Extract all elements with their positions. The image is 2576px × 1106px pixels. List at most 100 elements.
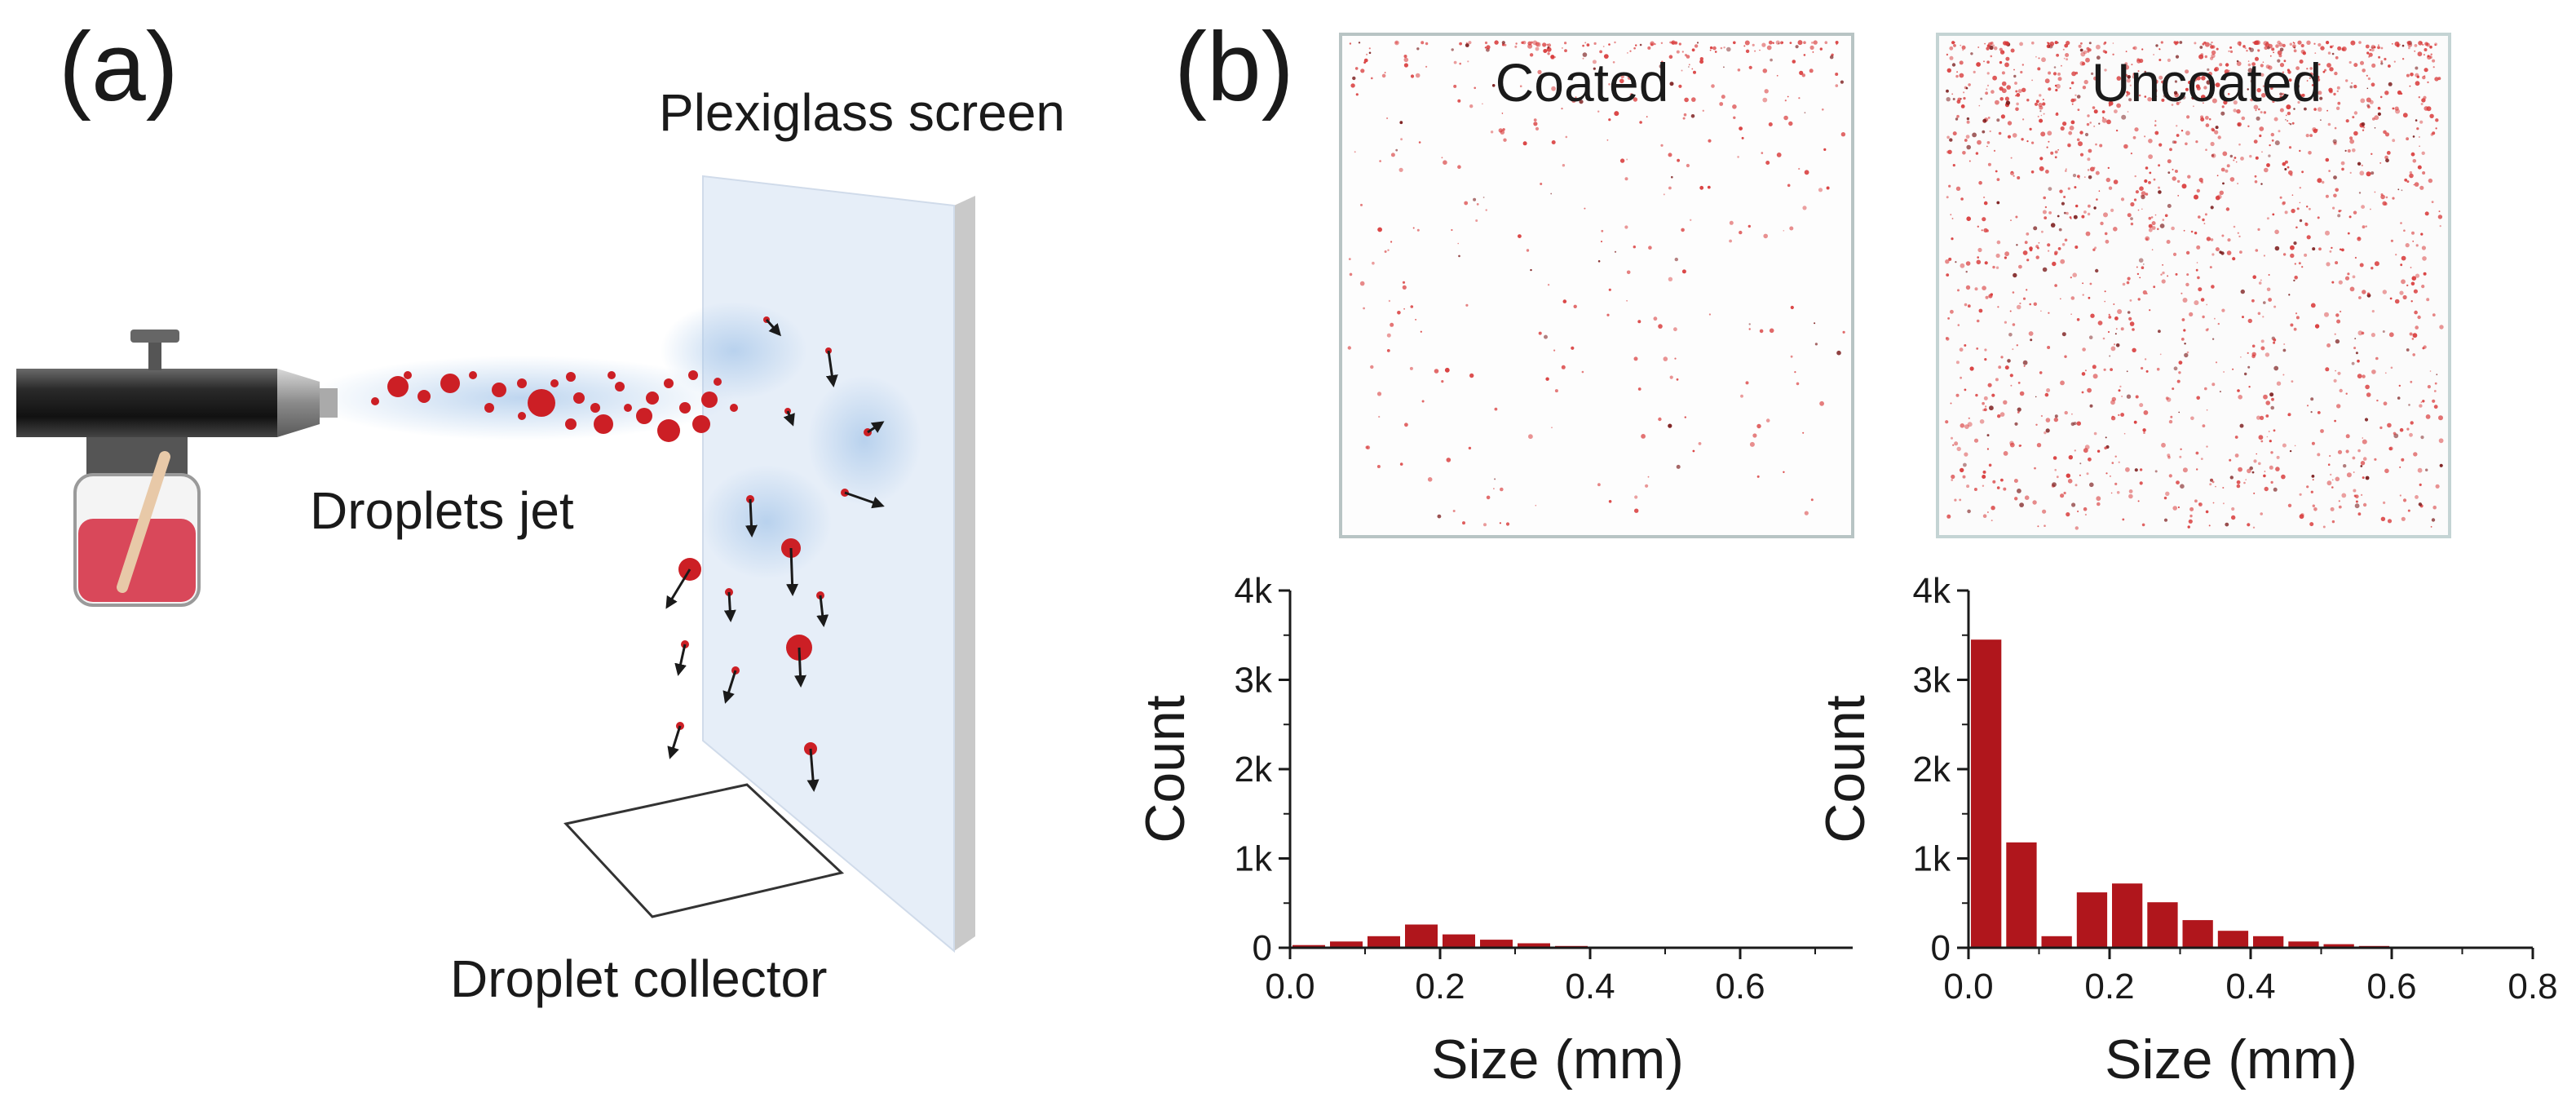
- speckle: [2176, 179, 2181, 184]
- speckle: [2110, 416, 2116, 421]
- speckle: [2211, 50, 2216, 55]
- speckle: [1951, 474, 1955, 480]
- speckle: [1945, 259, 1950, 264]
- speckle: [2260, 440, 2264, 443]
- speckle: [2145, 236, 2150, 241]
- schematic-illustration: [16, 175, 975, 953]
- speckle: [2413, 184, 2415, 186]
- speckle: [1956, 446, 1961, 452]
- speckle: [2015, 215, 2018, 219]
- speckle: [2052, 261, 2057, 267]
- speckle: [1690, 219, 1692, 221]
- speckle: [1999, 97, 2004, 101]
- speckle: [2193, 105, 2194, 108]
- histogram-bar: [2147, 902, 2178, 948]
- speckle: [1694, 44, 1699, 48]
- speckle: [2070, 120, 2075, 125]
- speckle: [2194, 499, 2198, 503]
- jet-droplet: [418, 390, 431, 403]
- speckle: [2326, 63, 2331, 68]
- speckle: [2132, 74, 2136, 79]
- speckle: [2022, 360, 2028, 365]
- y-tick-label: 0: [1931, 928, 1951, 968]
- speckle: [2202, 42, 2205, 46]
- speckle: [2304, 222, 2308, 225]
- speckle: [1982, 130, 1986, 134]
- speckle: [1984, 42, 1986, 45]
- speckle: [2050, 223, 2056, 228]
- speckle: [2134, 127, 2139, 132]
- speckle: [2327, 51, 2331, 55]
- x-tick-label: 0.8: [2508, 967, 2557, 1006]
- speckle: [2295, 312, 2298, 315]
- speckle: [1465, 43, 1469, 47]
- speckle: [1702, 109, 1704, 112]
- speckle: [2177, 195, 2180, 197]
- speckle: [2206, 80, 2211, 85]
- speckle: [1562, 299, 1567, 303]
- speckle: [2294, 263, 2296, 265]
- speckle: [2420, 232, 2424, 236]
- speckle: [2358, 192, 2362, 194]
- speckle: [2143, 263, 2145, 265]
- speckle: [1658, 324, 1663, 329]
- speckle: [1434, 369, 1439, 374]
- speckle: [2092, 365, 2097, 369]
- speckle: [2013, 74, 2017, 78]
- speckle: [2001, 81, 2007, 86]
- speckle: [1634, 508, 1639, 513]
- speckle: [2181, 130, 2184, 132]
- speckle: [1482, 197, 1485, 198]
- speckle: [2056, 83, 2061, 89]
- speckle: [2215, 82, 2220, 87]
- speckle: [2250, 79, 2254, 83]
- speckle: [2273, 487, 2278, 492]
- speckle: [2287, 111, 2291, 116]
- speckle: [1692, 449, 1695, 453]
- speckle: [2237, 122, 2242, 127]
- speckle: [2154, 124, 2157, 126]
- speckle: [1476, 203, 1479, 206]
- speckle: [2066, 473, 2070, 478]
- speckle: [2211, 153, 2216, 158]
- speckle: [2137, 298, 2141, 301]
- speckle: [2157, 228, 2159, 231]
- speckle: [2088, 457, 2092, 462]
- speckle: [2036, 443, 2042, 448]
- speckle: [2435, 484, 2440, 489]
- speckle: [1586, 43, 1590, 46]
- photo-coated: [1339, 33, 1854, 538]
- speckle: [2148, 228, 2153, 232]
- speckle: [2038, 241, 2040, 244]
- speckle: [2082, 347, 2086, 352]
- droplet-collector: [563, 783, 845, 918]
- speckle: [2318, 63, 2321, 66]
- speckle: [1783, 115, 1788, 121]
- speckle: [1668, 423, 1672, 428]
- speckle: [2227, 238, 2231, 242]
- speckle: [2255, 109, 2257, 112]
- speckle: [1812, 51, 1814, 53]
- speckle: [1945, 420, 1949, 424]
- speckle: [1748, 323, 1751, 325]
- speckle: [2275, 467, 2280, 471]
- speckle: [2329, 250, 2332, 253]
- speckle: [1955, 74, 1959, 78]
- speckle: [2434, 382, 2437, 385]
- speckle: [2172, 176, 2176, 181]
- speckle: [2187, 525, 2190, 529]
- speckle: [1804, 170, 1809, 175]
- speckle: [2399, 290, 2404, 295]
- speckle: [1538, 331, 1542, 335]
- speckle: [2083, 79, 2088, 85]
- speckle: [2235, 161, 2238, 163]
- speckle: [2167, 171, 2171, 175]
- speckle: [2378, 55, 2381, 59]
- speckle: [2424, 48, 2428, 51]
- speckle: [2097, 449, 2101, 453]
- speckle: [2274, 140, 2280, 146]
- speckle: [2225, 522, 2229, 527]
- speckle: [1986, 88, 1988, 91]
- speckle: [2378, 44, 2379, 46]
- speckle: [1473, 197, 1477, 201]
